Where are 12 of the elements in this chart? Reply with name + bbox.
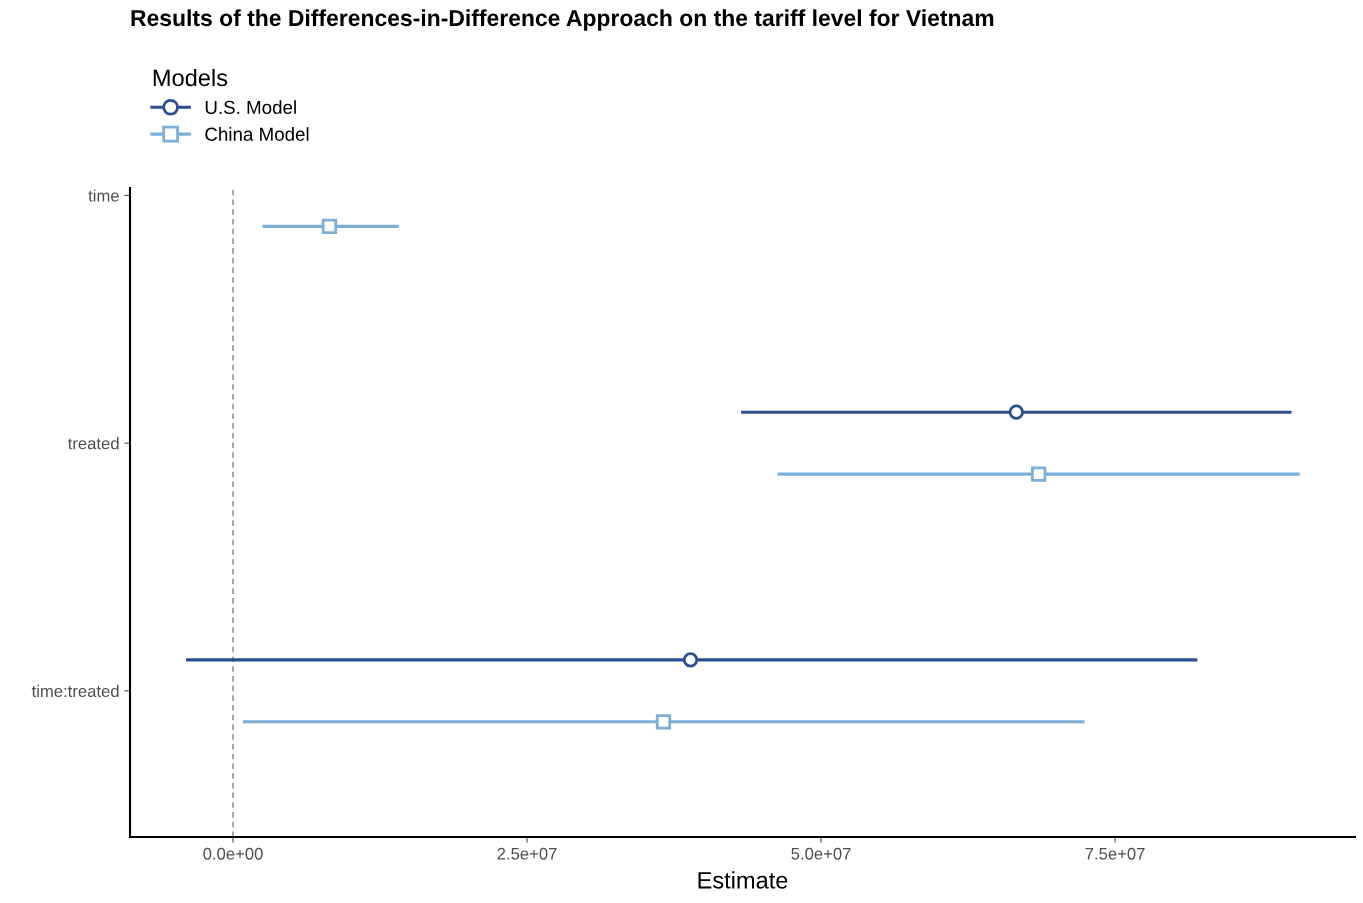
y-tick-label: treated bbox=[67, 437, 119, 450]
legend-title: Models bbox=[153, 68, 228, 87]
x-tick-label: 5.0e+07 bbox=[791, 847, 851, 860]
x-tick-label: 7.5e+07 bbox=[1085, 847, 1145, 860]
chart-title: Results of the Differences-in-Difference Approach on the tariff level for Vietnam bbox=[131, 9, 994, 31]
x-tick-label: 0.0e+00 bbox=[203, 847, 263, 860]
legend-label: U.S. Model bbox=[205, 100, 296, 115]
y-tick-label: time bbox=[88, 189, 119, 202]
y-tick-label: time:treated bbox=[31, 684, 119, 698]
legend-label: China Model bbox=[205, 127, 309, 141]
x-tick-label: 2.5e+07 bbox=[497, 847, 557, 860]
x-axis-title: Estimate bbox=[698, 871, 788, 889]
